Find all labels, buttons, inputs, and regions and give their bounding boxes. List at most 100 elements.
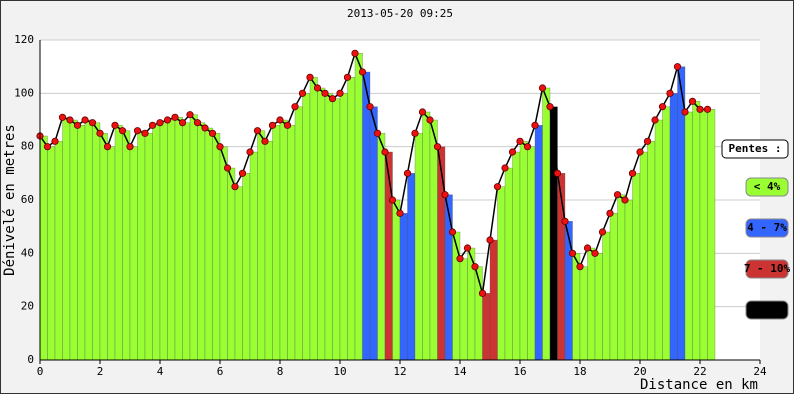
slope-bar xyxy=(107,146,116,361)
profile-point xyxy=(171,113,179,121)
x-tick-label: 2 xyxy=(97,365,104,378)
profile-point xyxy=(666,89,674,97)
slope-bar xyxy=(459,258,468,361)
profile-point xyxy=(456,255,464,263)
slope-bar xyxy=(519,141,528,361)
profile-point xyxy=(51,137,59,145)
slope-bar xyxy=(662,106,671,361)
profile-point xyxy=(193,119,202,127)
y-tick-label: 80 xyxy=(21,140,34,153)
profile-point xyxy=(538,84,547,92)
slope-bar xyxy=(339,93,348,361)
profile-point xyxy=(493,183,502,191)
profile-point xyxy=(696,105,704,113)
profile-point xyxy=(516,137,524,145)
profile-point xyxy=(253,127,262,135)
profile-point xyxy=(636,148,644,156)
y-tick-label: 100 xyxy=(14,86,34,99)
profile-point xyxy=(486,236,494,244)
y-tick-label: 40 xyxy=(21,246,34,259)
legend-title: Pentes : xyxy=(729,142,782,155)
profile-point xyxy=(66,116,74,124)
profile-point xyxy=(658,103,667,111)
slope-bar xyxy=(489,239,498,361)
slope-bar xyxy=(47,146,56,361)
x-tick-label: 8 xyxy=(277,365,284,378)
profile-point xyxy=(328,95,337,103)
x-tick-label: 22 xyxy=(693,365,706,378)
slope-bar xyxy=(594,253,603,361)
slope-bar xyxy=(684,111,693,361)
legend-label: 4 - 7% xyxy=(747,221,787,234)
slope-bar xyxy=(624,199,633,361)
slope-bar xyxy=(219,146,228,361)
slope-bar xyxy=(174,117,183,361)
slope-bar xyxy=(699,109,708,361)
slope-bar xyxy=(279,119,288,361)
profile-point xyxy=(651,116,659,124)
slope-bar xyxy=(294,106,303,361)
profile-point xyxy=(628,169,637,177)
slope-bar xyxy=(407,173,416,361)
profile-point xyxy=(81,116,89,124)
y-axis-label: Dénivelé en metres xyxy=(2,124,18,276)
slope-bar xyxy=(62,117,71,361)
profile-point xyxy=(381,148,389,156)
profile-point xyxy=(568,249,577,257)
slope-bar xyxy=(122,130,131,361)
slope-bar xyxy=(414,133,423,361)
slope-bar xyxy=(309,77,318,361)
profile-point xyxy=(411,129,419,137)
profile-point xyxy=(261,137,269,145)
profile-point xyxy=(478,289,487,297)
slope-bar xyxy=(99,133,108,361)
slope-bar xyxy=(77,125,86,361)
profile-point xyxy=(141,129,149,137)
x-tick-label: 18 xyxy=(573,365,586,378)
slope-bar xyxy=(609,213,618,361)
profile-point xyxy=(576,263,584,271)
profile-point xyxy=(703,105,712,113)
profile-point xyxy=(591,249,599,257)
slope-bar xyxy=(272,125,281,361)
profile-point xyxy=(448,228,457,236)
profile-point xyxy=(463,244,472,252)
legend-swatch xyxy=(745,259,789,279)
profile-point xyxy=(133,127,142,135)
profile-point xyxy=(583,244,592,252)
profile-point xyxy=(336,89,344,97)
slope-bar xyxy=(317,87,326,361)
profile-point xyxy=(418,108,427,116)
chart-title: 2013-05-20 09:25 xyxy=(347,7,453,20)
profile-point xyxy=(598,228,607,236)
profile-point xyxy=(366,103,374,111)
profile-point xyxy=(268,121,277,129)
x-tick-label: 4 xyxy=(157,365,164,378)
slope-bar xyxy=(482,293,491,361)
slope-bar xyxy=(212,133,221,361)
profile-point xyxy=(223,164,232,172)
profile-point xyxy=(291,103,299,111)
slope-bar xyxy=(302,93,311,361)
profile-point xyxy=(118,127,127,135)
profile-point xyxy=(621,196,629,204)
profile-point xyxy=(103,143,112,151)
x-tick-label: 16 xyxy=(513,365,526,378)
profile-point xyxy=(441,191,449,199)
profile-point xyxy=(306,73,314,81)
slope-bar xyxy=(152,125,161,361)
x-tick-label: 20 xyxy=(633,365,646,378)
profile-point xyxy=(186,111,194,119)
profile-point xyxy=(238,169,247,177)
slope-bar xyxy=(632,173,641,361)
slope-bar xyxy=(167,119,176,361)
profile-point xyxy=(546,103,554,111)
slope-bar xyxy=(587,247,596,361)
x-tick-label: 24 xyxy=(753,365,767,378)
slope-bar xyxy=(227,167,236,361)
profile-point xyxy=(126,143,134,151)
x-axis-label: Distance en km xyxy=(640,377,758,393)
profile-point xyxy=(373,129,382,137)
profile-point xyxy=(313,84,322,92)
slope-bar xyxy=(602,231,611,361)
